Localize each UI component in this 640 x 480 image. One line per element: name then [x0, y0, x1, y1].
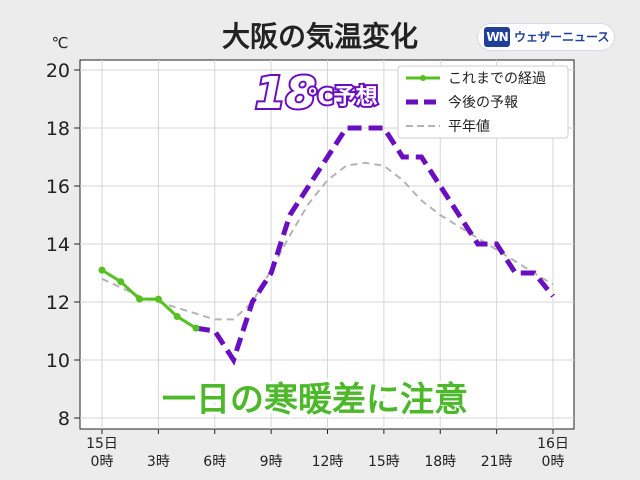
- highlight-value: 18: [255, 68, 316, 119]
- chart-title: 大阪の気温変化: [222, 20, 418, 53]
- wn-logo-icon: WN: [484, 27, 510, 47]
- legend-observed-marker: [420, 75, 426, 81]
- y-axis: 8 10 12 14 16 18 20: [46, 60, 80, 430]
- x-tick-label: 6時: [203, 454, 226, 470]
- series-point-observed: [117, 278, 125, 286]
- legend-box: [397, 65, 569, 139]
- highlight-unit: ℃予想: [307, 85, 378, 110]
- x-tick-label: 15時: [368, 454, 400, 470]
- y-tick-label: 12: [46, 292, 70, 314]
- logo-text: ウェザーニュース: [514, 30, 610, 44]
- x-tick-label: 3時: [147, 454, 170, 470]
- weathernews-logo: WN ウェザーニュース: [478, 24, 614, 50]
- x-tick-label: 0時: [542, 454, 565, 470]
- y-unit-label: ℃: [52, 34, 69, 52]
- x-tick-label: 18時: [424, 454, 456, 470]
- legend-normal-label: 平年値: [448, 119, 490, 135]
- series-point-observed: [154, 295, 162, 303]
- y-tick-label: 16: [46, 176, 70, 198]
- caption: 一日の寒暖差に注意: [162, 380, 468, 420]
- series-line-forecast: [195, 125, 555, 366]
- x-tick-label: 0時: [91, 454, 114, 470]
- x-tick-label: 16日: [537, 436, 569, 452]
- highlight-label: 18 ℃予想: [253, 66, 380, 121]
- x-tick-label: 21時: [481, 454, 513, 470]
- series-line-observed: [101, 268, 197, 330]
- y-tick-label: 20: [46, 60, 70, 82]
- series-point-observed: [192, 324, 200, 332]
- series-point-observed: [98, 266, 106, 274]
- x-axis: 15日 0時 3時 6時 9時 12時 15時 18時 21時 16日 0時: [86, 429, 569, 470]
- legend-forecast-label: 今後の予報: [448, 95, 518, 111]
- series-layer: [98, 125, 555, 366]
- x-tick-label: 12時: [312, 454, 344, 470]
- series-point-observed: [136, 295, 144, 303]
- legend-observed-label: これまでの経過: [448, 71, 546, 87]
- y-tick-label: 10: [46, 350, 70, 372]
- y-tick-label: 8: [58, 408, 70, 430]
- series-point-observed: [173, 313, 181, 320]
- x-tick-label: 15日: [86, 436, 118, 452]
- x-tick-label: 9時: [260, 454, 283, 470]
- y-tick-label: 14: [46, 234, 70, 256]
- legend: これまでの経過 今後の予報 平年値: [397, 65, 569, 139]
- y-tick-label: 18: [46, 118, 70, 140]
